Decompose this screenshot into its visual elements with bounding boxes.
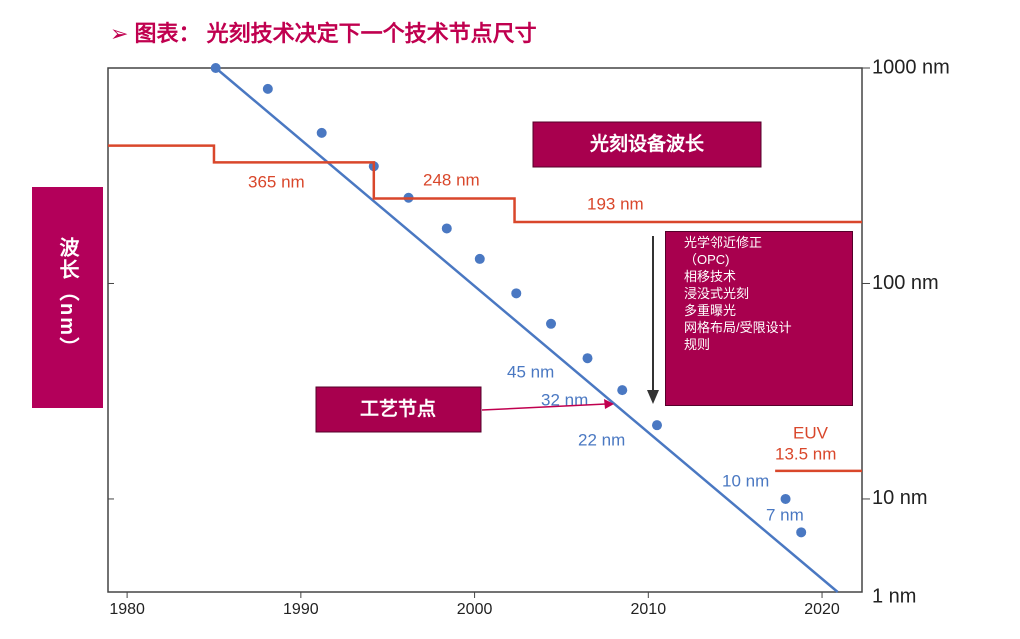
tech-item: 浸没式光刻 <box>684 286 750 301</box>
annotation: 10 nm <box>722 471 769 490</box>
y-tick-label: 1000 nm <box>872 56 950 78</box>
line <box>108 144 862 224</box>
data-point <box>441 223 452 234</box>
data-point <box>582 353 593 364</box>
annotation: 193 nm <box>587 194 644 213</box>
chart-title: ➢ 图表： 光刻技术决定下一个技术节点尺寸 <box>110 21 537 46</box>
annotation: 13.5 nm <box>775 444 836 463</box>
label-box <box>532 121 762 168</box>
annotation: 工艺节点 <box>360 398 436 420</box>
x-tick-label: 1990 <box>283 601 319 618</box>
data-point <box>796 527 807 538</box>
y-tick-label: 10 nm <box>872 487 928 509</box>
annotation: 365 nm <box>248 172 305 191</box>
annotation: 22 nm <box>578 430 625 449</box>
data-point <box>617 385 628 396</box>
tech-item: 多重曝光 <box>684 303 737 318</box>
annotation: 7 nm <box>766 505 804 524</box>
arrowhead <box>604 399 614 409</box>
label-box <box>315 386 482 433</box>
x-tick-label: 2020 <box>804 601 840 618</box>
data-point <box>262 83 273 94</box>
y-tick-label: 100 nm <box>872 272 939 294</box>
data-point <box>474 253 485 264</box>
x-tick-label: 2000 <box>457 601 493 618</box>
data-point <box>316 127 327 138</box>
arrowhead <box>647 390 659 404</box>
arrow <box>481 403 607 411</box>
tech-item: 相移技术 <box>684 269 737 284</box>
annotation: 45 nm <box>507 362 554 381</box>
tech-item: （OPC) <box>684 252 730 267</box>
plot-frame <box>107 67 863 593</box>
annotation: EUV <box>793 423 829 442</box>
tech-item: 网格布局/受限设计 <box>684 320 792 335</box>
annotation: 248 nm <box>423 170 480 189</box>
data-point <box>511 288 522 299</box>
tech-box: 光学邻近修正 （OPC) 相移技术浸没式光刻多重曝光网格布局/受限设计 规则 <box>665 231 853 406</box>
y-axis-label: 波长（nm） <box>32 187 103 408</box>
data-point <box>780 493 791 504</box>
annotation: 光刻设备波长 <box>589 132 705 155</box>
x-tick-label: 1980 <box>109 601 145 618</box>
tech-item: 光学邻近修正 <box>684 235 763 250</box>
data-point <box>546 318 557 329</box>
tech-item: 规则 <box>684 337 711 352</box>
line <box>214 67 839 593</box>
x-tick-label: 2010 <box>631 601 667 618</box>
data-point <box>651 420 662 431</box>
y-tick-label: 1 nm <box>872 585 916 607</box>
